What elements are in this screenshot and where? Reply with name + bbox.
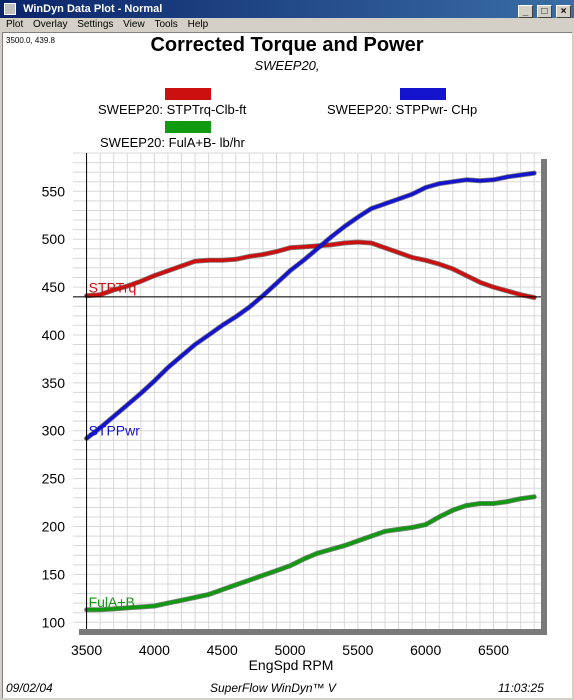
x-tick-label: 5000 [274, 642, 305, 658]
y-tick-label: 450 [42, 279, 66, 295]
legend-label-torque[interactable]: SWEEP20: STPTrq-Clb-ft [98, 102, 247, 117]
close-button[interactable]: × [556, 5, 571, 18]
window-titlebar: WinDyn Data Plot - Normal _ □ × [0, 0, 574, 18]
x-axis-label: EngSpd RPM [249, 657, 334, 673]
series-line-fuel [84, 495, 536, 612]
y-tick-label: 400 [42, 327, 66, 343]
menu-bar: Plot Overlay Settings View Tools Help [0, 18, 574, 32]
maximize-button[interactable]: □ [536, 5, 552, 18]
menu-plot[interactable]: Plot [6, 19, 24, 30]
series-label-power: STPPwr [89, 422, 141, 438]
legend-label-fuel[interactable]: SWEEP20: FulA+B- lb/hr [100, 135, 245, 150]
y-tick-label: 200 [42, 519, 66, 535]
legend-label-power[interactable]: SWEEP20: STPPwr- CHp [327, 102, 478, 117]
menu-tools[interactable]: Tools [154, 19, 178, 30]
cursor-readout: 3500.0, 439.8 [6, 36, 55, 45]
series-line-power [84, 171, 536, 441]
chart-subtitle: SWEEP20, [254, 58, 320, 73]
x-tick-label: 4000 [139, 642, 170, 658]
footer-time: 11:03:25 [498, 681, 544, 695]
x-tick-label: 3500 [71, 642, 102, 658]
menu-overlay[interactable]: Overlay [33, 19, 68, 30]
menu-view[interactable]: View [123, 19, 145, 30]
plot-area [73, 153, 541, 629]
series-label-torque: STPTrq [89, 280, 137, 296]
y-tick-label: 500 [42, 231, 66, 247]
footer-center: SuperFlow WinDyn™ V [210, 681, 336, 695]
x-tick-label: 6500 [478, 642, 509, 658]
menu-help[interactable]: Help [187, 19, 209, 30]
window-title: WinDyn Data Plot - Normal [23, 3, 163, 15]
legend-swatch-torque [165, 88, 211, 100]
y-tick-label: 550 [42, 183, 66, 199]
footer-date: 09/02/04 [6, 681, 53, 695]
y-tick-label: 100 [42, 614, 66, 630]
x-tick-label: 5500 [342, 642, 373, 658]
series-label-fuel: FulA+B [89, 594, 135, 610]
y-tick-label: 300 [42, 423, 66, 439]
y-tick-label: 150 [42, 566, 66, 582]
x-tick-label: 6000 [410, 642, 441, 658]
series-line-torque [84, 240, 536, 300]
legend-swatch-power [400, 88, 446, 100]
chart-title: Corrected Torque and Power [150, 34, 424, 56]
y-tick-label: 350 [42, 375, 66, 391]
menu-settings[interactable]: Settings [77, 19, 114, 30]
y-tick-label: 250 [42, 471, 66, 487]
legend-swatch-fuel [165, 121, 211, 133]
app-icon [4, 3, 16, 16]
x-tick-label: 4500 [207, 642, 238, 658]
minimize-button[interactable]: _ [517, 5, 533, 18]
